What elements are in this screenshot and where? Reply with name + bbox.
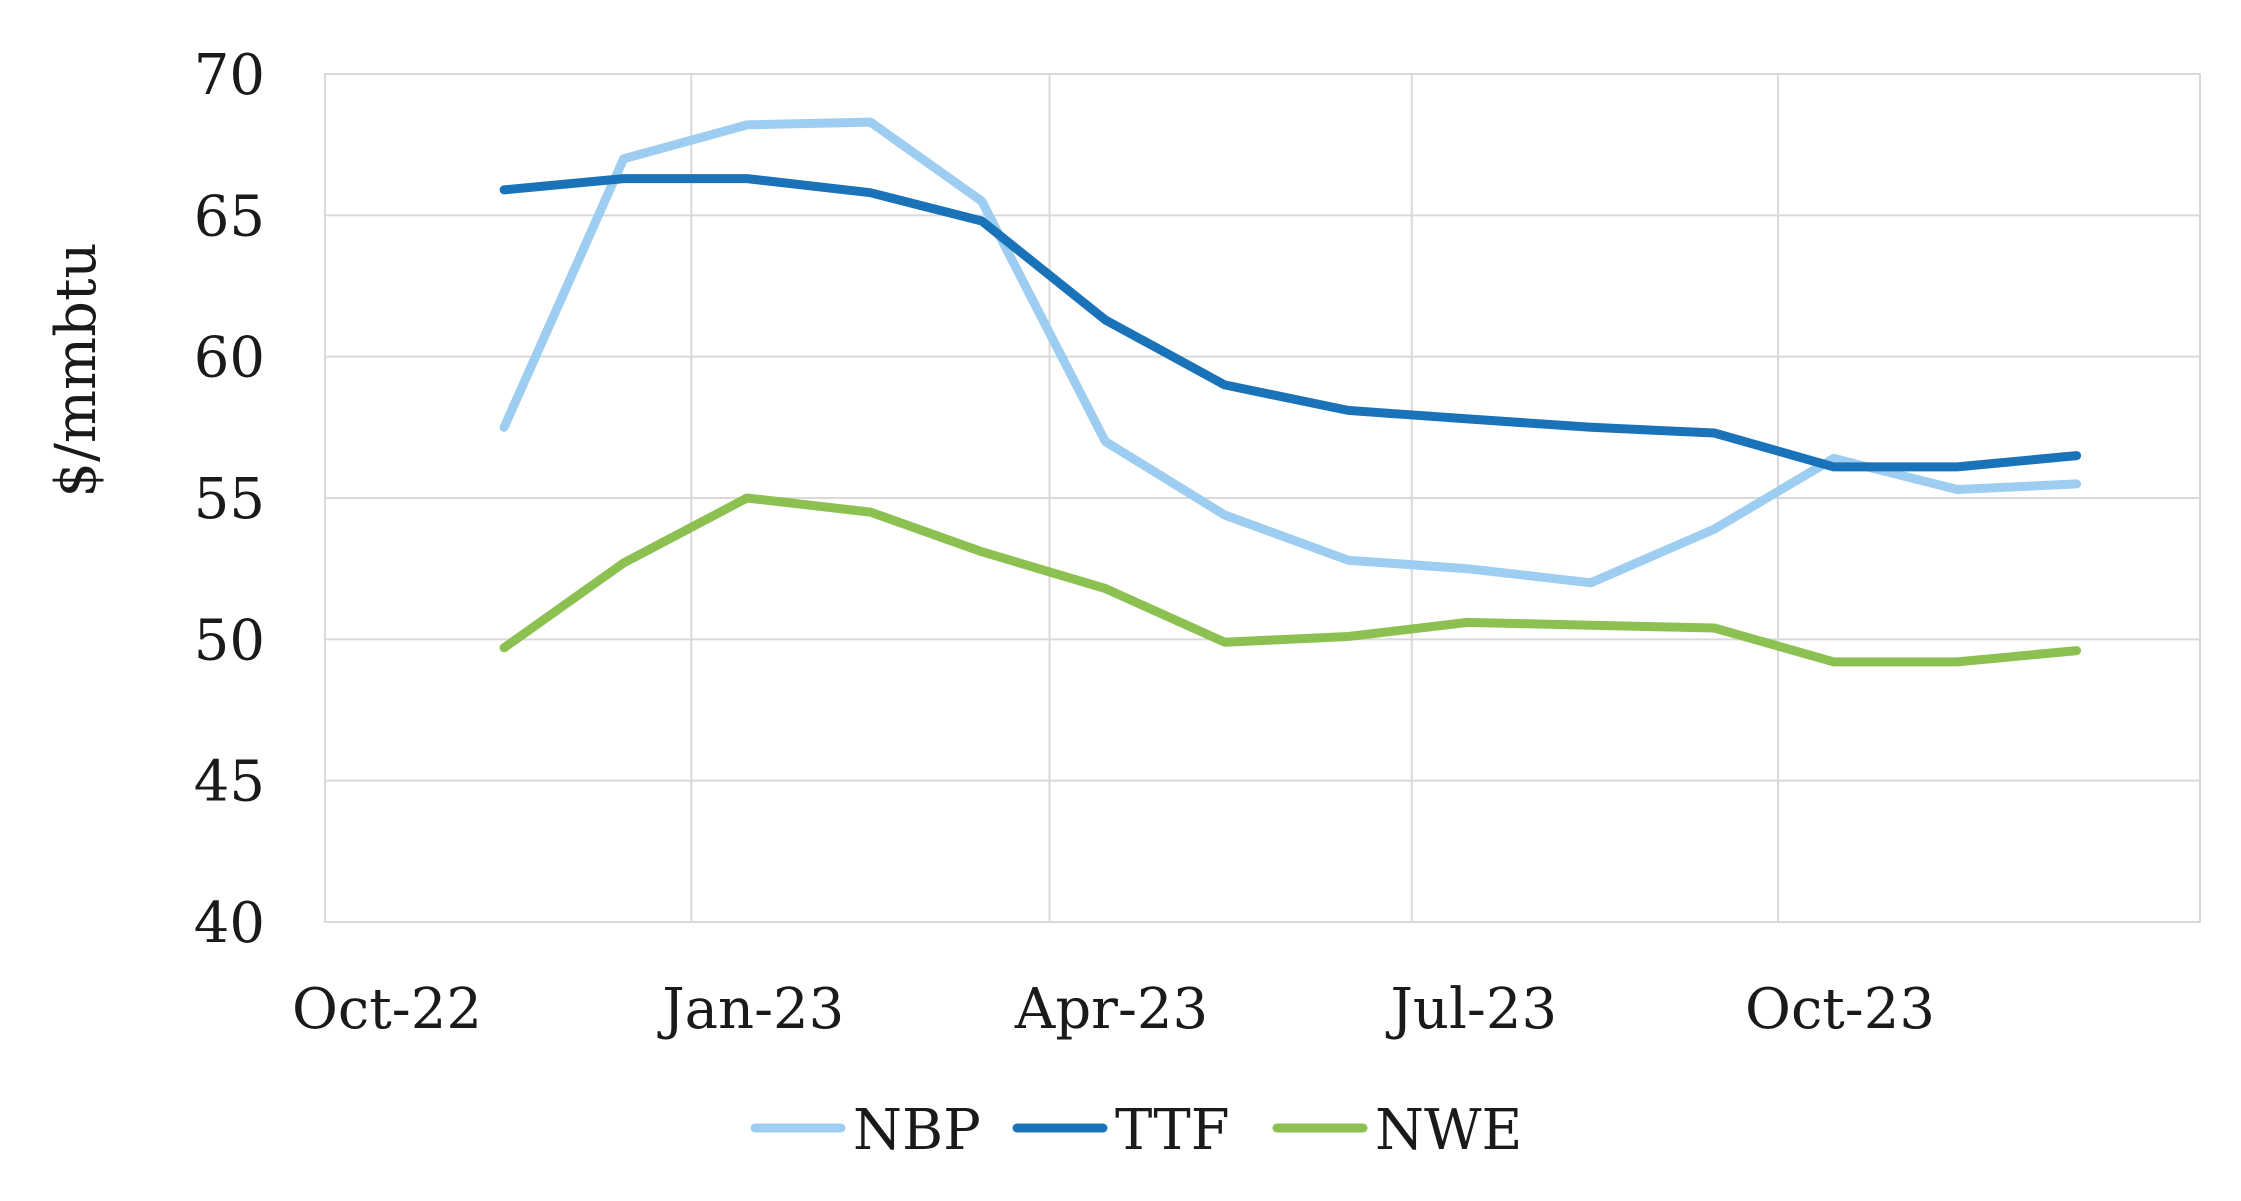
x-tick-label: Apr-23	[1014, 977, 1208, 1042]
y-tick-label: 45	[194, 750, 265, 815]
x-axis-tick-labels: Oct-22 Jan-23 Apr-23 Jul-23 Oct-23	[292, 977, 1935, 1042]
x-tick-label: Jul-23	[1385, 977, 1557, 1042]
legend: NBP TTF NWE	[750, 1098, 1522, 1163]
x-tick-label: Oct-23	[1745, 977, 1935, 1042]
series-line-nbp	[499, 117, 2082, 588]
y-axis-title: $/mmbtu	[44, 242, 109, 497]
y-tick-label: 65	[194, 184, 265, 249]
x-tick-label: Oct-22	[292, 977, 482, 1042]
series-lines	[499, 117, 2082, 667]
y-tick-label: 70	[194, 43, 265, 108]
y-axis-tick-labels: 70 65 60 55 50 45 40	[194, 43, 265, 956]
series-line-ttf	[499, 174, 2082, 472]
y-tick-label: 60	[194, 326, 265, 391]
x-tick-label: Jan-23	[657, 977, 844, 1042]
legend-label-ttf: TTF	[1115, 1098, 1230, 1163]
series-line-nwe	[499, 493, 2082, 667]
plot-area-border	[324, 73, 2201, 923]
y-tick-label: 50	[194, 608, 265, 673]
legend-label-nbp: NBP	[853, 1098, 981, 1163]
y-tick-label: 55	[194, 467, 265, 532]
y-tick-label: 40	[194, 891, 265, 956]
legend-label-nwe: NWE	[1375, 1098, 1522, 1163]
